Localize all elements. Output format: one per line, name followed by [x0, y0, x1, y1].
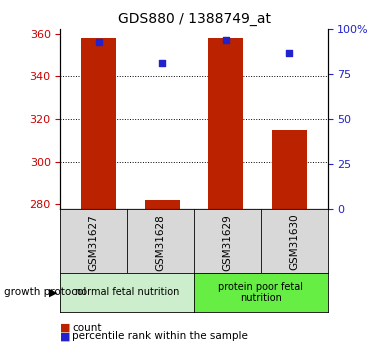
Point	[159, 61, 165, 66]
Text: protein poor fetal
nutrition: protein poor fetal nutrition	[218, 282, 303, 303]
Point	[96, 39, 102, 45]
Bar	[208, 38, 243, 209]
Bar	[145, 200, 180, 209]
Text: GSM31629: GSM31629	[222, 214, 232, 270]
Point	[286, 50, 292, 56]
Text: percentile rank within the sample: percentile rank within the sample	[72, 332, 248, 341]
Text: count: count	[72, 323, 102, 333]
Text: GSM31630: GSM31630	[289, 214, 299, 270]
Text: growth protocol: growth protocol	[4, 287, 86, 297]
Text: GSM31628: GSM31628	[156, 214, 166, 270]
Text: ■: ■	[60, 332, 71, 341]
Text: ▶: ▶	[49, 287, 57, 297]
Bar	[272, 130, 307, 209]
Text: GDS880 / 1388749_at: GDS880 / 1388749_at	[119, 12, 271, 26]
Text: normal fetal nutrition: normal fetal nutrition	[75, 287, 179, 297]
Text: GSM31627: GSM31627	[89, 214, 99, 270]
Text: ■: ■	[60, 323, 71, 333]
Point	[223, 37, 229, 43]
Bar	[81, 38, 116, 209]
